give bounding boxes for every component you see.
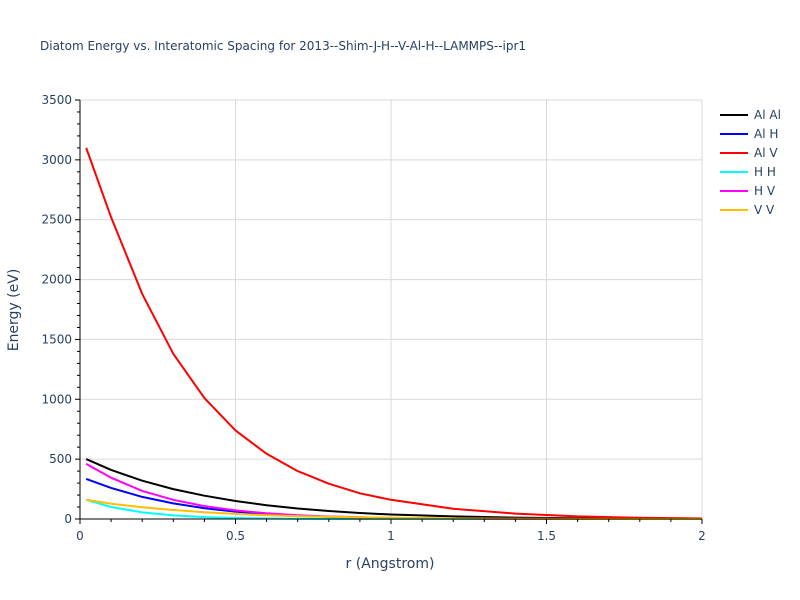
series-line-al-v: [85, 147, 703, 520]
y-tick-label: 500: [49, 452, 72, 466]
legend-item-al-h[interactable]: Al H: [720, 127, 778, 141]
y-tick-label: 1000: [41, 392, 72, 406]
y-axis-title: Energy (eV): [6, 269, 22, 352]
legend[interactable]: Al Al Al H Al V H H H V V V: [720, 108, 781, 217]
y-tick-label: 3000: [41, 153, 72, 167]
x-axis-title: r (Angstrom): [346, 556, 435, 572]
x-tick-label: 2: [698, 529, 706, 543]
legend-label: Al Al: [754, 108, 781, 122]
series-line-al-h: [85, 477, 702, 520]
legend-item-al-al[interactable]: Al Al: [720, 108, 781, 122]
x-tick-label: 0: [76, 529, 84, 543]
legend-item-h-v[interactable]: H V: [720, 184, 776, 198]
axes: [75, 99, 703, 524]
x-tick-label: 0.5: [226, 529, 245, 543]
series-lines: [85, 147, 703, 520]
legend-item-v-v[interactable]: V V: [720, 203, 775, 217]
grid: [80, 99, 703, 519]
legend-label: Al H: [754, 127, 778, 141]
y-tick-label: 0: [64, 512, 72, 526]
legend-label: V V: [754, 203, 775, 217]
y-tick-label: 2500: [41, 213, 72, 227]
y-tick-label: 1500: [41, 332, 72, 346]
legend-item-al-v[interactable]: Al V: [720, 146, 778, 160]
legend-label: Al V: [754, 146, 778, 160]
tick-labels: 0 500 1000 1500 2000 2500 3000 3500 0 0.5 1 1.5 2: [41, 93, 705, 543]
x-tick-label: 1: [387, 529, 395, 543]
y-tick-label: 3500: [41, 93, 72, 107]
x-tick-label: 1.5: [537, 529, 556, 543]
chart-title: Diatom Energy vs. Interatomic Spacing fo…: [40, 39, 526, 53]
legend-label: H V: [754, 184, 776, 198]
legend-item-h-h[interactable]: H H: [720, 165, 776, 179]
legend-label: H H: [754, 165, 776, 179]
y-tick-label: 2000: [41, 273, 72, 287]
